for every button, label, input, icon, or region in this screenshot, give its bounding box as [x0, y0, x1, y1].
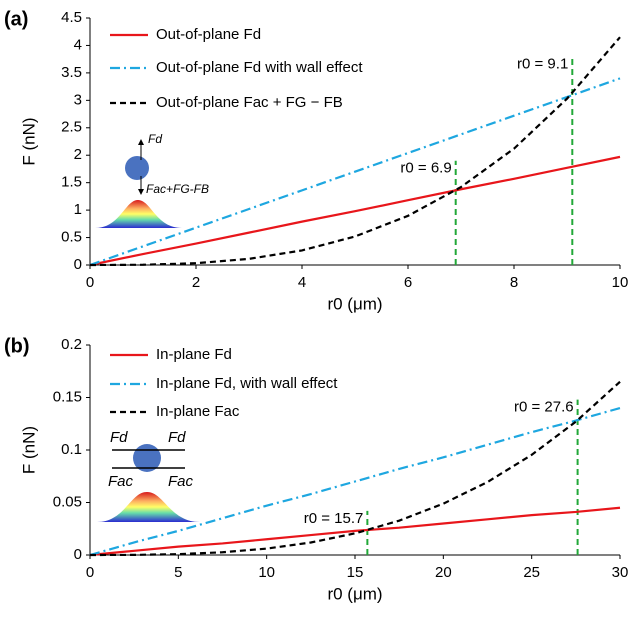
marker-label: r0 = 27.6 [514, 399, 574, 416]
x-axis-title: r0 (μm) [327, 584, 382, 603]
legend-label: In-plane Fac [156, 403, 240, 420]
inset-label: Fac [168, 473, 194, 490]
x-tick-label: 30 [612, 564, 629, 581]
x-tick-label: 0 [86, 274, 94, 291]
x-tick-label: 2 [192, 274, 200, 291]
inset-label: Fac+FG-FB [146, 182, 209, 196]
x-tick-label: 10 [612, 274, 629, 291]
inset-label: Fd [110, 429, 128, 446]
y-axis-title: F (nN) [19, 117, 38, 165]
series-line [89, 406, 621, 557]
y-tick-label: 0 [74, 256, 82, 273]
legend-label: Out-of-plane Fd with wall effect [156, 59, 363, 76]
marker-label: r0 = 9.1 [517, 55, 568, 72]
y-tick-label: 0.05 [53, 493, 82, 510]
y-tick-label: 4.5 [61, 9, 82, 26]
legend-label: Out-of-plane Fac + FG − FB [156, 94, 343, 111]
inset-label: Fd [148, 132, 162, 146]
inset-hump [97, 492, 200, 522]
x-axis-title: r0 (μm) [327, 294, 382, 313]
y-tick-label: 0.2 [61, 336, 82, 353]
x-tick-label: 15 [347, 564, 364, 581]
legend-label: In-plane Fd [156, 346, 232, 363]
x-tick-label: 20 [435, 564, 452, 581]
inset-label: Fd [168, 429, 186, 446]
y-tick-label: 1 [74, 201, 82, 218]
y-tick-label: 2 [74, 146, 82, 163]
x-tick-label: 10 [258, 564, 275, 581]
marker-label: r0 = 15.7 [304, 510, 364, 527]
x-tick-label: 6 [404, 274, 412, 291]
y-tick-label: 3 [74, 91, 82, 108]
x-tick-label: 4 [298, 274, 306, 291]
y-tick-label: 0.1 [61, 441, 82, 458]
series-line [89, 155, 621, 267]
y-tick-label: 3.5 [61, 64, 82, 81]
series-line [89, 506, 621, 557]
inset-label: Fac [108, 473, 134, 490]
inset-particle [133, 444, 161, 472]
series-line [89, 36, 621, 267]
marker-label: r0 = 6.9 [400, 160, 451, 177]
y-tick-label: 2.5 [61, 119, 82, 136]
legend-label: Out-of-plane Fd [156, 26, 261, 43]
y-axis-title: F (nN) [19, 426, 38, 474]
series-line [89, 380, 621, 557]
panel-label: (a) [4, 8, 28, 30]
y-tick-label: 0.15 [53, 388, 82, 405]
x-tick-label: 0 [86, 564, 94, 581]
y-tick-label: 0.5 [61, 229, 82, 246]
panel-label: (b) [4, 335, 30, 357]
legend-label: In-plane Fd, with wall effect [156, 375, 338, 392]
inset-particle [125, 156, 149, 180]
x-tick-label: 25 [523, 564, 540, 581]
y-tick-label: 4 [74, 36, 82, 53]
series-line [89, 77, 621, 267]
x-tick-label: 8 [510, 274, 518, 291]
x-tick-label: 5 [174, 564, 182, 581]
inset-hump [95, 200, 182, 228]
y-tick-label: 0 [74, 546, 82, 563]
y-tick-label: 1.5 [61, 174, 82, 191]
